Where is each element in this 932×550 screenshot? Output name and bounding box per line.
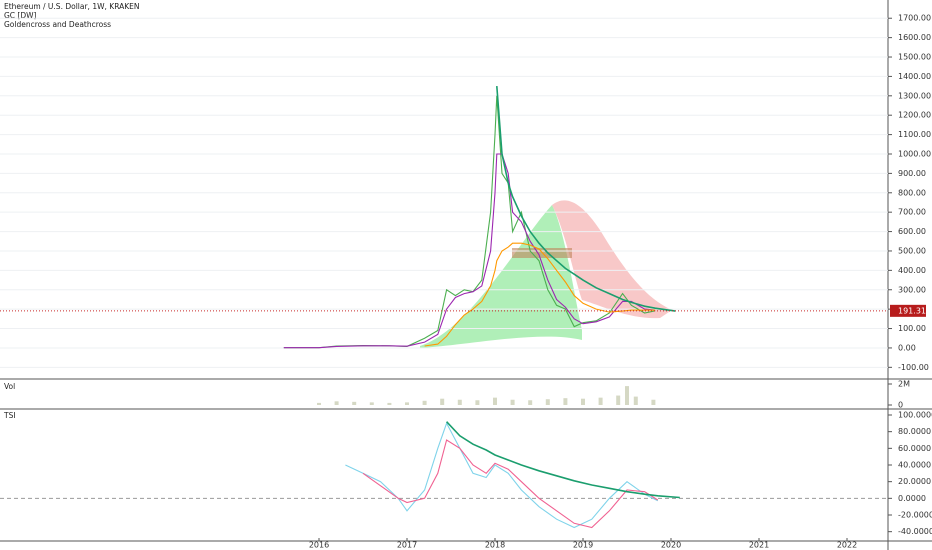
last-price-label: 191.31 (898, 306, 926, 315)
y-tick-label: 1200.00 (898, 111, 931, 120)
series-line (283, 95, 656, 349)
indicator-name: Goldencross and Deathcross (4, 20, 111, 29)
y-tick-label: 100.0000 (898, 411, 932, 420)
volume-bar (352, 401, 357, 405)
y-tick-label: -20.0000 (898, 511, 932, 520)
y-tick-label: 20.0000 (898, 477, 931, 486)
volume-bar (475, 400, 480, 405)
y-tick-label: -40.0000 (898, 527, 932, 536)
y-tick-label: 500.00 (898, 246, 926, 255)
chart-title: Ethereum / U.S. Dollar, 1W, KRAKEN (4, 2, 140, 11)
y-tick-label: 0 (898, 401, 903, 410)
x-tick-label: 2018 (485, 541, 505, 550)
volume-bar (404, 402, 409, 405)
y-tick-label: 1000.00 (898, 149, 931, 158)
y-tick-label: 1300.00 (898, 91, 931, 100)
y-tick-label: 900.00 (898, 169, 926, 178)
volume-bar (334, 401, 339, 405)
volume-bar (616, 395, 621, 405)
y-tick-label: 1600.00 (898, 33, 931, 42)
volume-bar (457, 399, 462, 405)
volume-bar (563, 398, 568, 405)
y-tick-label: 1700.00 (898, 14, 931, 23)
golden-cross-area (420, 205, 582, 348)
series-line (424, 242, 656, 347)
series-line (345, 421, 659, 529)
volume-bar (422, 400, 427, 405)
y-tick-label: 0.00 (898, 343, 916, 352)
volume-bar (545, 399, 550, 405)
y-tick-label: 400.00 (898, 266, 926, 275)
pane-title: TSI (3, 411, 16, 420)
series-line (496, 86, 676, 312)
indicator-name: GC [DW] (4, 11, 37, 20)
volume-bar (624, 386, 629, 405)
x-tick-label: 2022 (837, 541, 857, 550)
volume-bar (492, 397, 497, 405)
volume-bar (510, 399, 515, 405)
y-tick-label: 1100.00 (898, 130, 931, 139)
y-tick-label: 80.0000 (898, 427, 931, 436)
y-tick-label: 1400.00 (898, 72, 931, 81)
volume-bar (633, 396, 638, 405)
volume-bar (580, 398, 585, 405)
volume-bar (651, 399, 656, 405)
y-tick-label: 100.00 (898, 324, 926, 333)
y-tick-label: 800.00 (898, 188, 926, 197)
x-tick-label: 2020 (661, 541, 681, 550)
volume-bar (369, 402, 374, 405)
y-tick-label: 700.00 (898, 208, 926, 217)
death-cross-area (552, 200, 672, 319)
x-tick-label: 2021 (749, 541, 769, 550)
y-tick-label: 600.00 (898, 227, 926, 236)
x-tick-label: 2016 (309, 541, 329, 550)
y-tick-label: 40.0000 (898, 461, 931, 470)
pane-title: Vol (4, 382, 15, 391)
y-tick-label: -100.00 (898, 363, 929, 372)
x-tick-label: 2019 (573, 541, 593, 550)
series-line (362, 439, 659, 529)
y-tick-label: 300.00 (898, 285, 926, 294)
volume-bar (528, 400, 533, 405)
y-tick-label: 2M (898, 380, 910, 389)
volume-bar (598, 397, 603, 405)
y-tick-label: 0.0000 (898, 494, 926, 503)
x-tick-label: 2017 (397, 541, 417, 550)
volume-bar (387, 402, 392, 405)
volume-bar (316, 402, 321, 405)
y-tick-label: 1500.00 (898, 53, 931, 62)
series-line (446, 421, 680, 499)
last-price-box (890, 304, 926, 317)
y-tick-label: 60.0000 (898, 444, 931, 453)
volume-bar (440, 398, 445, 405)
